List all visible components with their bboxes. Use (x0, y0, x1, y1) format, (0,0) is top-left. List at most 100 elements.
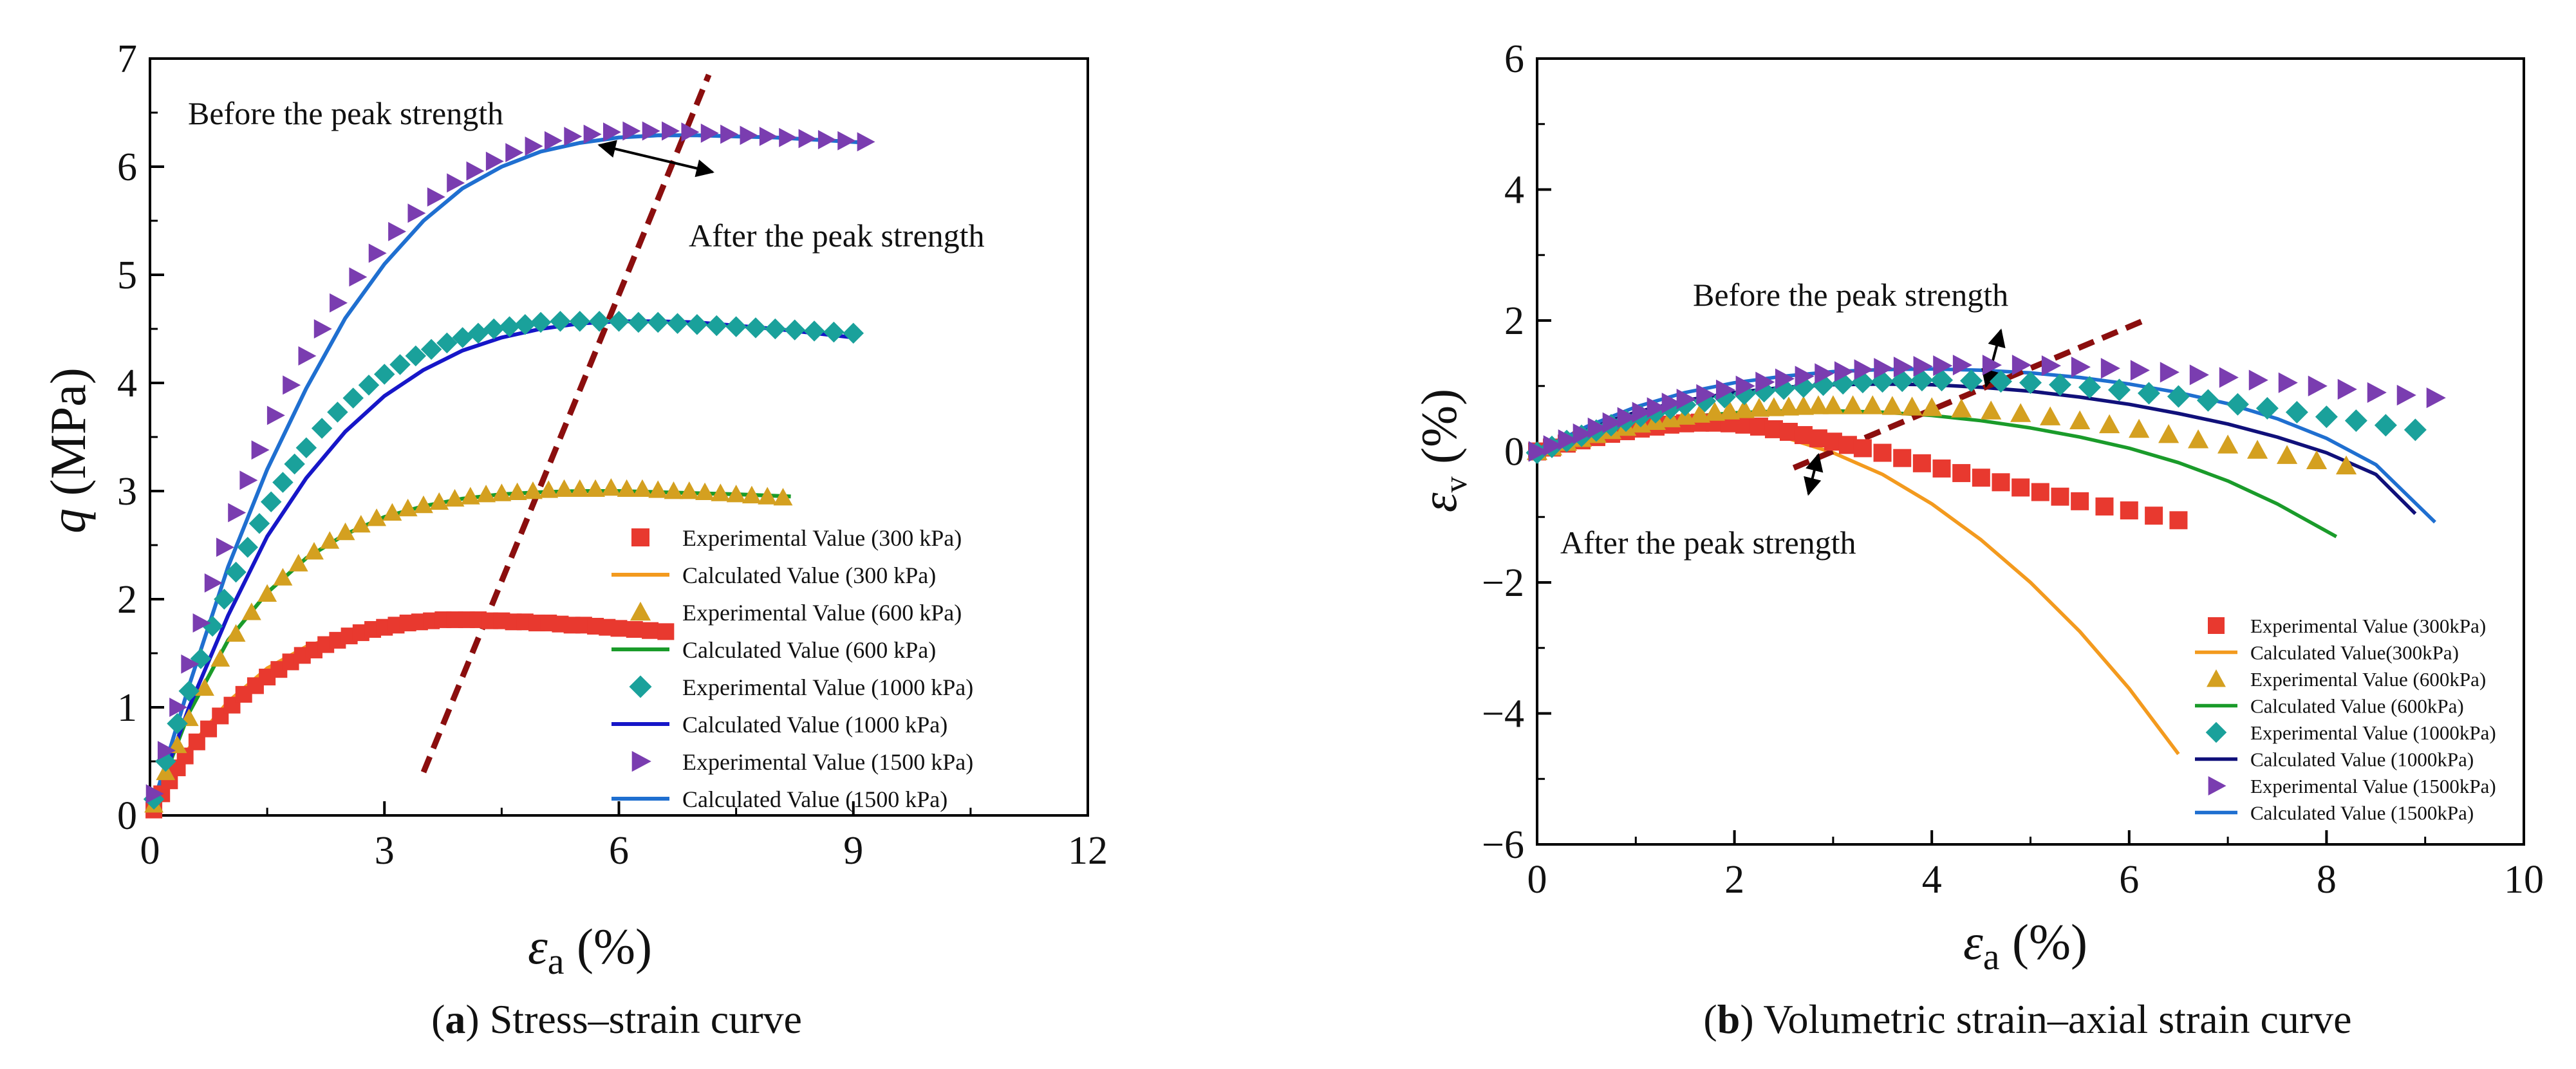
data-point (740, 125, 758, 145)
series-points (1526, 355, 2446, 530)
data-point (342, 387, 364, 409)
annotation-before-peak: Before the peak strength (188, 95, 503, 131)
data-point (608, 310, 630, 332)
x-axis-unit: (%) (2000, 914, 2087, 970)
data-point (2308, 375, 2328, 396)
data-point (358, 375, 380, 396)
data-point (2130, 360, 2150, 381)
axis-ticks: 0 2 4 6 8 10 −6 −4 −2 0 2 4 6 (1482, 37, 2544, 902)
data-point (414, 495, 433, 514)
x-tick-label: 6 (2119, 858, 2139, 902)
data-point (539, 480, 559, 498)
data-point (2069, 410, 2091, 429)
data-point (237, 537, 259, 558)
data-point (1733, 399, 1755, 418)
data-point (569, 310, 591, 332)
data-point (239, 470, 258, 490)
data-point (349, 267, 368, 287)
legend-swatch (630, 601, 651, 621)
data-point (2196, 389, 2219, 412)
data-point (304, 542, 324, 560)
data-point (2051, 487, 2069, 506)
data-point (2137, 382, 2160, 405)
data-point (2217, 434, 2239, 454)
legend-item: Calculated Value (1500kPa) (2195, 802, 2474, 824)
series-line-calculated-value-1500kpa (1536, 367, 2436, 524)
data-point (1854, 359, 1874, 380)
data-point (2010, 403, 2031, 422)
legend-swatch (629, 675, 652, 698)
data-point (1573, 423, 1592, 445)
data-point (2189, 364, 2209, 386)
data-point (499, 316, 520, 337)
data-point (272, 472, 294, 493)
data-point (2374, 414, 2397, 437)
data-point (420, 339, 442, 360)
data-point (157, 741, 176, 761)
data-point (1893, 357, 1914, 378)
data-point (311, 418, 333, 439)
caption-a: (a) Stress–strain curve (431, 996, 802, 1042)
data-point (2367, 382, 2387, 404)
data-point (1748, 398, 1770, 417)
data-point (429, 492, 449, 510)
data-point (192, 613, 211, 633)
series-points-experimental-value-600-kpa (144, 478, 793, 813)
data-point (2167, 385, 2190, 408)
legend-item: Experimental Value (300 kPa) (631, 525, 962, 551)
x-tick-label: 10 (2504, 858, 2544, 902)
data-point (313, 319, 332, 339)
data-point (2278, 372, 2298, 393)
data-point (2048, 373, 2071, 396)
data-point (773, 488, 793, 506)
data-point (1853, 439, 1872, 458)
legend-label: Experimental Value (1000kPa) (2250, 721, 2496, 744)
x-tick-label: 0 (1527, 858, 1547, 902)
legend-item: Experimental Value (600 kPa) (630, 600, 962, 626)
data-point (1558, 429, 1578, 451)
data-point (1982, 355, 2002, 376)
x-tick-label: 6 (609, 829, 629, 873)
data-point (1960, 369, 1983, 393)
data-point (726, 485, 746, 503)
data-point (320, 531, 340, 549)
data-point (2276, 445, 2298, 464)
legend-label: Experimental Value (600 kPa) (682, 600, 962, 626)
legend-swatch (2208, 617, 2225, 634)
legend-item: Experimental Value (1000 kPa) (629, 674, 973, 700)
plot-frame (149, 57, 1089, 817)
data-point (817, 130, 836, 149)
legend-swatch (631, 750, 651, 772)
legend-label: Calculated Value (600 kPa) (682, 637, 936, 663)
legend-item: Experimental Value (1000kPa) (2205, 721, 2496, 744)
data-point (2145, 507, 2163, 525)
data-point (2019, 371, 2042, 395)
legend: Experimental Value (300 kPa) Calculated V… (611, 525, 973, 812)
data-point (700, 123, 719, 143)
data-point (195, 678, 214, 696)
y-tick-label: −2 (1482, 561, 1524, 605)
data-point (283, 375, 301, 395)
legend-label: Calculated Value (1000kPa) (2250, 748, 2474, 771)
y-axis-unit: (%) (1411, 389, 1467, 476)
data-point (1704, 402, 1726, 421)
data-point (1815, 363, 1834, 384)
y-axis-subscript: v (1437, 476, 1473, 492)
data-point (228, 503, 247, 523)
data-point (2120, 501, 2138, 520)
data-point (1893, 449, 1912, 467)
data-point (2315, 405, 2338, 429)
data-point (445, 488, 465, 507)
x-tick-label: 0 (140, 829, 160, 873)
data-point (1972, 469, 1990, 487)
x-axis-subscript: a (548, 940, 565, 982)
data-point (485, 151, 504, 171)
data-point (725, 316, 747, 337)
data-point (1921, 397, 1943, 416)
data-point (1881, 396, 1903, 415)
data-point (335, 522, 355, 541)
data-point (1990, 370, 2013, 393)
data-point (225, 561, 247, 583)
data-point (1775, 368, 1795, 389)
data-point (2337, 378, 2357, 400)
